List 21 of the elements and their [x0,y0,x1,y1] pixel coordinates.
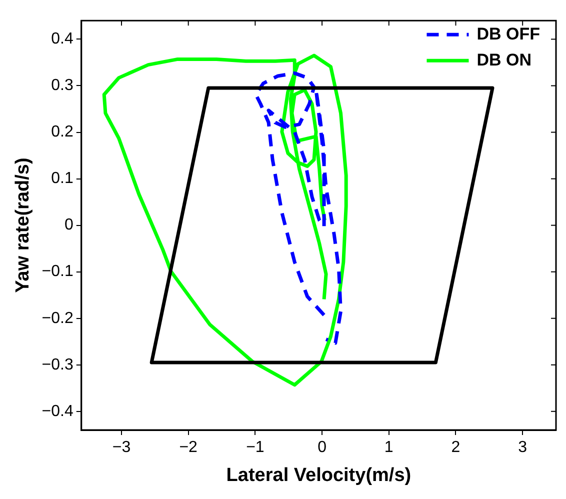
x-tick-label: −2 [179,439,198,456]
y-tick-label: −0.2 [42,310,74,327]
x-tick-label: −3 [112,439,131,456]
x-tick-label: 1 [384,439,394,456]
x-axis-title: Lateral Velocity(m/s) [226,464,412,486]
line-series [254,71,343,345]
x-tick-label: 3 [518,439,528,456]
y-tick-label: 0.2 [51,124,74,141]
y-tick-label: −0.3 [42,356,74,374]
y-tick-label: −0.4 [42,402,74,420]
x-tick-label: 0 [318,439,327,456]
legend-label: DB ON [476,50,532,70]
legend-label: DB OFF [476,24,540,44]
x-tick-label: −1 [246,439,264,456]
y-tick-label: 0 [64,216,74,234]
y-tick-label: −0.1 [42,263,74,280]
y-tick-label: 0.4 [51,30,74,48]
y-tick-label: 0.1 [51,170,74,188]
y-axis-title: Yaw rate(rad/s) [12,158,34,293]
x-tick-label: 2 [451,439,460,456]
y-tick-label: 0.3 [51,77,74,94]
